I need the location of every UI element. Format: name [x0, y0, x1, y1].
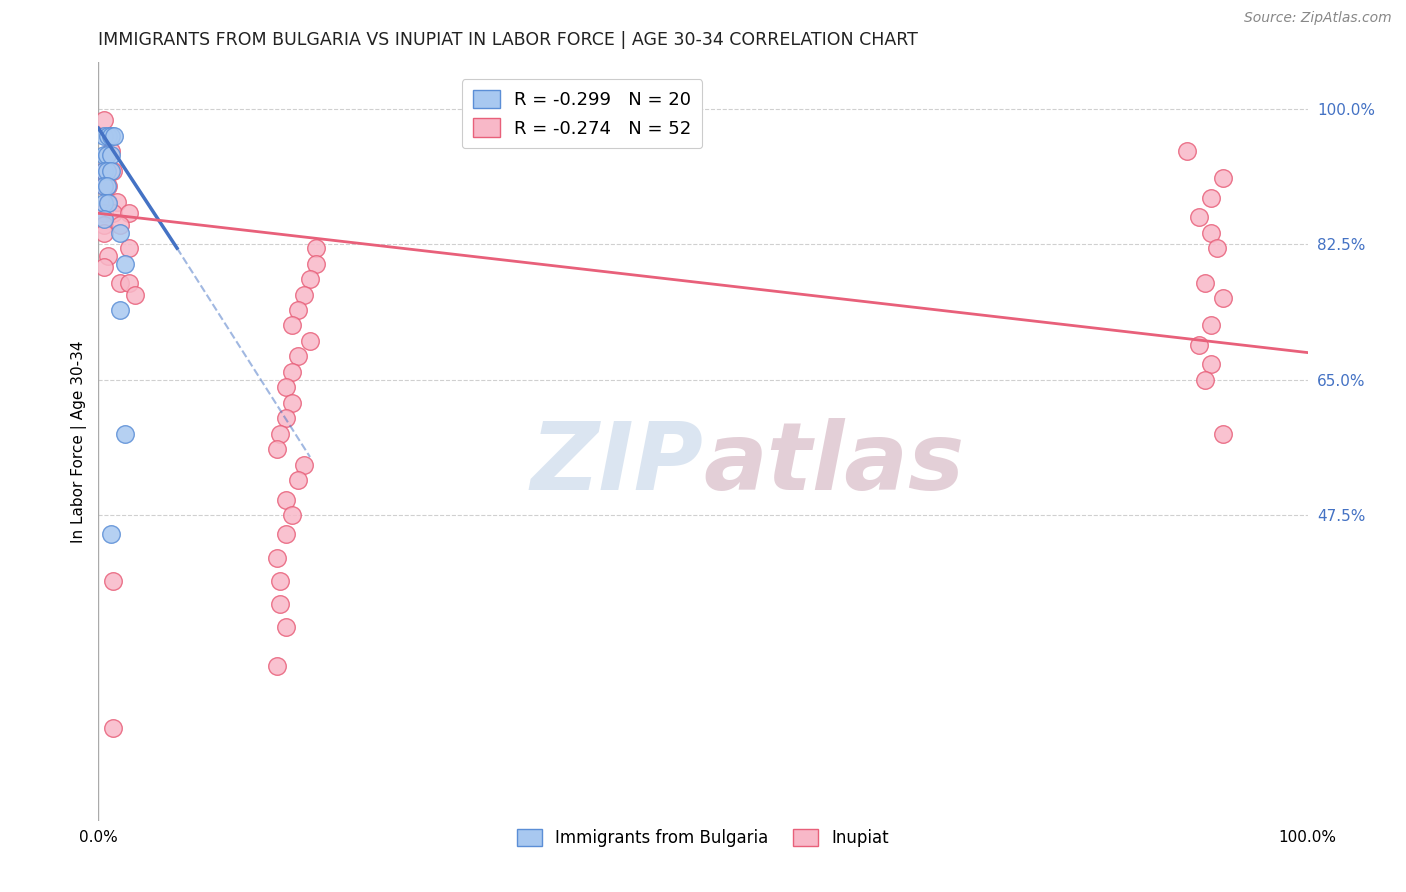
Point — [93, 196, 115, 211]
Text: ZIP: ZIP — [530, 418, 703, 510]
Point — [1199, 191, 1222, 205]
Point — [93, 179, 115, 194]
Point — [100, 163, 122, 178]
Point — [108, 276, 131, 290]
Point — [93, 179, 115, 194]
Point — [274, 527, 297, 541]
Point — [93, 148, 115, 162]
Point — [274, 380, 297, 394]
Point — [1199, 226, 1222, 240]
Point — [97, 128, 120, 143]
Point — [96, 148, 118, 162]
Point — [97, 194, 120, 209]
Point — [274, 411, 297, 425]
Point — [281, 508, 304, 522]
Text: IMMIGRANTS FROM BULGARIA VS INUPIAT IN LABOR FORCE | AGE 30-34 CORRELATION CHART: IMMIGRANTS FROM BULGARIA VS INUPIAT IN L… — [98, 31, 918, 49]
Point — [101, 163, 124, 178]
Point — [305, 241, 328, 255]
Point — [108, 218, 131, 232]
Point — [281, 318, 304, 333]
Point — [97, 249, 120, 263]
Point — [93, 128, 115, 143]
Point — [1175, 145, 1198, 159]
Point — [305, 257, 328, 271]
Point — [1199, 357, 1222, 371]
Point — [97, 179, 120, 194]
Point — [118, 276, 141, 290]
Y-axis label: In Labor Force | Age 30-34: In Labor Force | Age 30-34 — [72, 340, 87, 543]
Point — [101, 721, 124, 735]
Point — [124, 287, 146, 301]
Point — [287, 473, 309, 487]
Point — [281, 365, 304, 379]
Point — [93, 113, 115, 128]
Point — [1206, 241, 1229, 255]
Point — [1199, 318, 1222, 333]
Point — [93, 260, 115, 275]
Point — [1194, 276, 1216, 290]
Point — [103, 128, 125, 143]
Point — [274, 492, 297, 507]
Point — [93, 206, 115, 220]
Point — [96, 163, 118, 178]
Text: Source: ZipAtlas.com: Source: ZipAtlas.com — [1244, 11, 1392, 25]
Point — [287, 303, 309, 318]
Point — [101, 574, 124, 588]
Point — [274, 620, 297, 634]
Point — [299, 272, 322, 286]
Point — [100, 148, 122, 162]
Point — [114, 426, 136, 441]
Point — [108, 303, 131, 318]
Point — [108, 226, 131, 240]
Point — [266, 659, 288, 673]
Point — [105, 194, 128, 209]
Point — [269, 426, 291, 441]
Point — [1212, 426, 1234, 441]
Text: atlas: atlas — [703, 418, 965, 510]
Point — [118, 241, 141, 255]
Point — [93, 218, 115, 232]
Point — [93, 163, 115, 178]
Point — [1188, 210, 1211, 224]
Point — [96, 179, 118, 194]
Point — [1212, 171, 1234, 186]
Point — [287, 350, 309, 364]
Point — [266, 550, 288, 565]
Point — [299, 334, 322, 348]
Point — [100, 128, 122, 143]
Point — [292, 458, 315, 472]
Point — [97, 196, 120, 211]
Point — [93, 226, 115, 240]
Point — [100, 527, 122, 541]
Point — [93, 211, 115, 226]
Point — [281, 396, 304, 410]
Point — [292, 287, 315, 301]
Point — [93, 163, 115, 178]
Point — [1188, 338, 1211, 352]
Point — [118, 206, 141, 220]
Legend: Immigrants from Bulgaria, Inupiat: Immigrants from Bulgaria, Inupiat — [510, 822, 896, 854]
Point — [114, 257, 136, 271]
Point — [101, 206, 124, 220]
Point — [1212, 292, 1234, 306]
Point — [100, 145, 122, 159]
Point — [266, 442, 288, 457]
Point — [269, 597, 291, 611]
Point — [1194, 373, 1216, 387]
Point — [269, 574, 291, 588]
